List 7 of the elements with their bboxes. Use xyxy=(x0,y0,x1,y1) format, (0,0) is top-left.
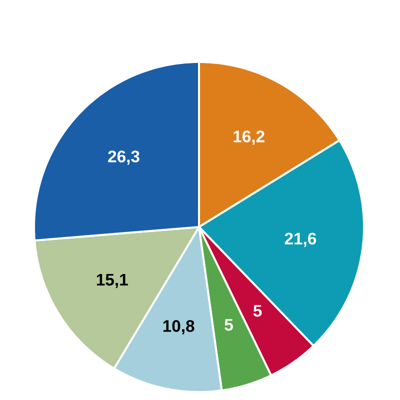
data-label: 10,8 xyxy=(163,320,194,334)
data-label: 26,3 xyxy=(108,150,140,165)
data-label: 16,2 xyxy=(234,130,264,145)
data-label: 5 xyxy=(224,319,233,331)
data-label: 15,1 xyxy=(96,274,128,288)
data-label: 21,6 xyxy=(284,232,316,247)
data-label: 5 xyxy=(253,305,262,317)
